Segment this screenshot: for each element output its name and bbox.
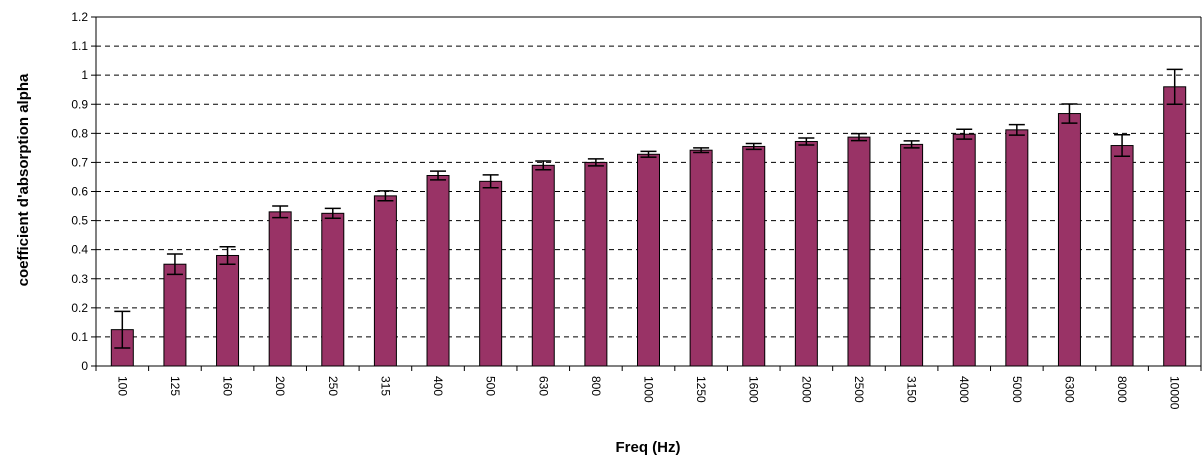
x-tick-label: 5000 — [1010, 376, 1024, 403]
y-tick-label: 0.2 — [71, 301, 88, 315]
bar — [794, 140, 818, 367]
bar — [742, 145, 766, 367]
y-tick-label: 0.4 — [71, 243, 88, 257]
y-tick-label: 1.2 — [71, 10, 88, 24]
bar — [1057, 113, 1081, 367]
x-tick-label: 125 — [168, 376, 182, 396]
bar — [321, 212, 345, 367]
x-tick-label: 250 — [326, 376, 340, 396]
y-tick-label: 1.1 — [71, 39, 88, 53]
x-tick-label: 200 — [273, 376, 287, 396]
bar — [689, 149, 713, 367]
x-tick-label: 10000 — [1168, 376, 1182, 410]
y-tick-label: 0.7 — [71, 155, 88, 169]
x-tick-label: 8000 — [1115, 376, 1129, 403]
bar — [952, 133, 976, 367]
bar — [373, 195, 397, 367]
bar — [1163, 86, 1187, 367]
y-tick-label: 0.3 — [71, 272, 88, 286]
bar — [584, 161, 608, 367]
x-tick-label: 1250 — [694, 376, 708, 403]
x-tick-label: 800 — [589, 376, 603, 396]
x-tick-label: 100 — [115, 376, 129, 396]
y-tick-label: 0 — [81, 359, 88, 373]
x-tick-label: 1000 — [642, 376, 656, 403]
bar — [426, 175, 450, 367]
bar — [163, 263, 187, 367]
y-tick-label: 0.1 — [71, 330, 88, 344]
bar — [479, 180, 503, 367]
x-tick-label: 2500 — [852, 376, 866, 403]
bar — [1110, 145, 1134, 367]
x-tick-label: 4000 — [957, 376, 971, 403]
axes-layer — [91, 16, 1202, 371]
y-tick-label: 0.5 — [71, 214, 88, 228]
y-tick-label: 0.8 — [71, 126, 88, 140]
bar — [847, 136, 871, 367]
bar — [531, 164, 555, 367]
x-tick-label: 630 — [536, 376, 550, 396]
error-bars-layer — [114, 68, 1183, 349]
bar — [1005, 129, 1029, 367]
bars-layer — [110, 86, 1187, 367]
bar — [216, 254, 240, 367]
x-tick-label: 3150 — [905, 376, 919, 403]
x-tick-label: 500 — [484, 376, 498, 396]
y-tick-label: 1 — [81, 68, 88, 82]
bar — [268, 211, 292, 367]
tick-labels-layer: 0 0.1 0.2 0.3 0.4 0.5 0.6 0.7 0.8 0.9 1 1.1 1.2 100 12… — [71, 10, 1181, 410]
y-axis-title: coefficient d'absorption alpha — [15, 73, 32, 286]
x-tick-label: 1600 — [747, 376, 761, 403]
x-tick-label: 315 — [378, 376, 392, 396]
y-tick-label: 0.6 — [71, 185, 88, 199]
x-tick-label: 160 — [221, 376, 235, 396]
x-tick-label: 400 — [431, 376, 445, 396]
x-axis-title: Freq (Hz) — [616, 439, 681, 456]
bar — [637, 153, 660, 367]
y-tick-label: 0.9 — [71, 97, 88, 111]
x-tick-label: 2000 — [799, 376, 813, 403]
x-tick-label: 6300 — [1062, 376, 1076, 403]
bar — [900, 143, 924, 367]
